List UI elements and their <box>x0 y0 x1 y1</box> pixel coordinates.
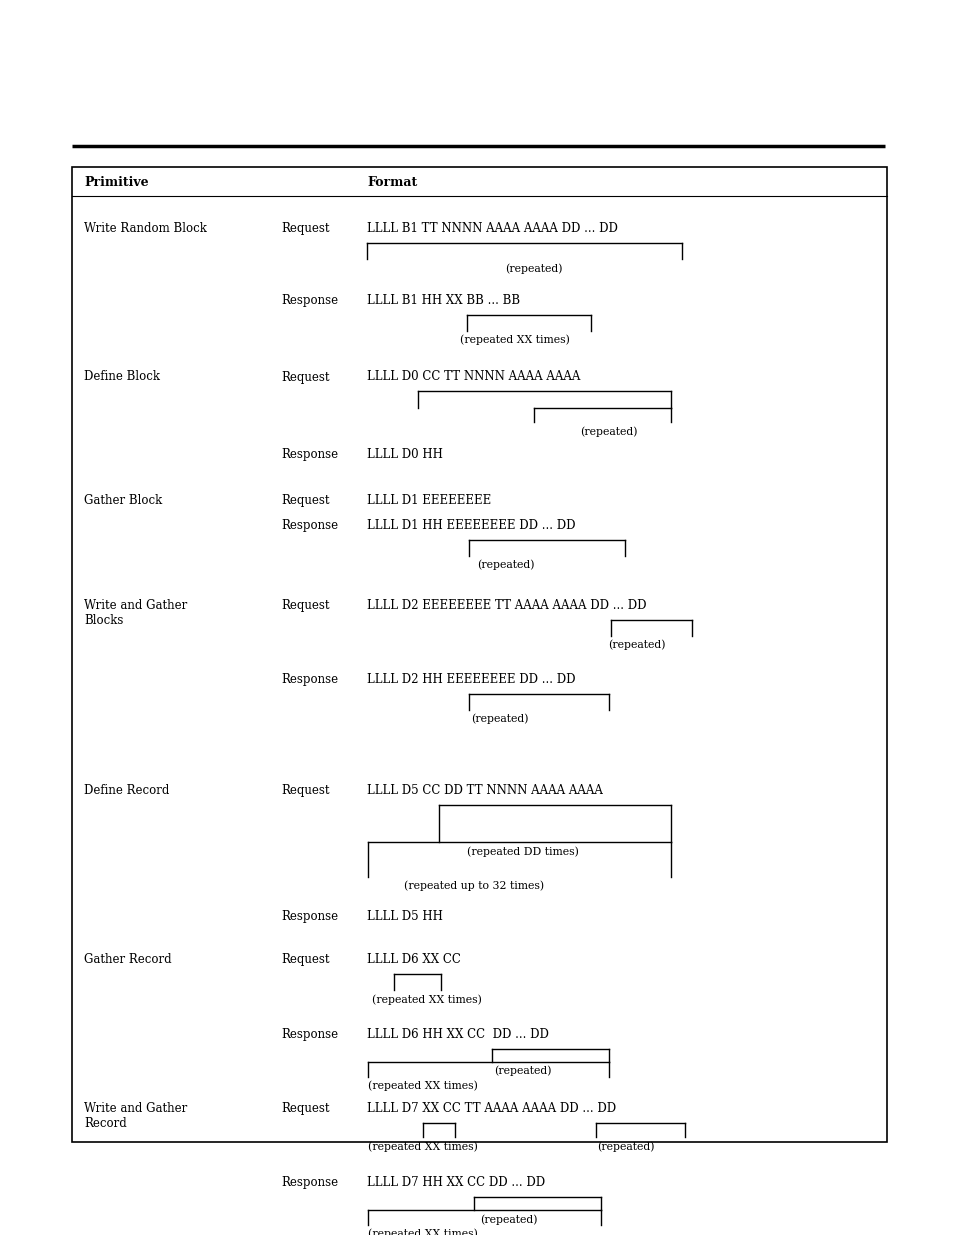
Text: LLLL D5 HH: LLLL D5 HH <box>367 910 443 924</box>
Text: LLLL D0 CC TT NNNN AAAA AAAA: LLLL D0 CC TT NNNN AAAA AAAA <box>367 370 580 384</box>
Text: Response: Response <box>281 1176 338 1189</box>
Text: Response: Response <box>281 1028 338 1041</box>
Text: Write Random Block: Write Random Block <box>84 222 207 236</box>
Text: Request: Request <box>281 784 330 798</box>
Text: Request: Request <box>281 599 330 613</box>
Text: Write and Gather
Blocks: Write and Gather Blocks <box>84 599 187 627</box>
Text: (repeated XX times): (repeated XX times) <box>368 1081 477 1092</box>
Text: (repeated): (repeated) <box>479 1214 537 1225</box>
Text: Gather Block: Gather Block <box>84 494 162 508</box>
Text: Request: Request <box>281 1102 330 1115</box>
Text: Define Block: Define Block <box>84 370 160 384</box>
Text: (repeated XX times): (repeated XX times) <box>368 1141 477 1152</box>
Text: LLLL D6 XX CC: LLLL D6 XX CC <box>367 953 460 967</box>
Text: Gather Record: Gather Record <box>84 953 172 967</box>
Text: Response: Response <box>281 519 338 532</box>
Text: LLLL D6 HH XX CC  DD ... DD: LLLL D6 HH XX CC DD ... DD <box>367 1028 549 1041</box>
Text: LLLL B1 HH XX BB ... BB: LLLL B1 HH XX BB ... BB <box>367 294 520 308</box>
Text: LLLL D5 CC DD TT NNNN AAAA AAAA: LLLL D5 CC DD TT NNNN AAAA AAAA <box>367 784 602 798</box>
Text: Request: Request <box>281 494 330 508</box>
Text: LLLL B1 TT NNNN AAAA AAAA DD ... DD: LLLL B1 TT NNNN AAAA AAAA DD ... DD <box>367 222 618 236</box>
Text: Request: Request <box>281 953 330 967</box>
Text: Request: Request <box>281 222 330 236</box>
Text: (repeated up to 32 times): (repeated up to 32 times) <box>404 881 544 892</box>
Text: Request: Request <box>281 370 330 384</box>
Text: Write and Gather
Record: Write and Gather Record <box>84 1102 187 1130</box>
Text: LLLL D2 EEEEEEEE TT AAAA AAAA DD ... DD: LLLL D2 EEEEEEEE TT AAAA AAAA DD ... DD <box>367 599 646 613</box>
Text: LLLL D0 HH: LLLL D0 HH <box>367 448 443 462</box>
Text: (repeated): (repeated) <box>505 263 562 274</box>
Text: (repeated): (repeated) <box>597 1141 654 1152</box>
Text: Response: Response <box>281 294 338 308</box>
Text: (repeated): (repeated) <box>476 559 534 571</box>
Text: (repeated DD times): (repeated DD times) <box>467 846 578 857</box>
Bar <box>71 167 886 1142</box>
Text: (repeated XX times): (repeated XX times) <box>372 994 481 1005</box>
Text: LLLL D7 HH XX CC DD ... DD: LLLL D7 HH XX CC DD ... DD <box>367 1176 545 1189</box>
Text: (repeated): (repeated) <box>494 1066 551 1077</box>
Text: (repeated): (repeated) <box>471 714 528 725</box>
Text: (repeated XX times): (repeated XX times) <box>459 335 569 346</box>
Text: LLLL D7 XX CC TT AAAA AAAA DD ... DD: LLLL D7 XX CC TT AAAA AAAA DD ... DD <box>367 1102 616 1115</box>
Text: LLLL D1 EEEEEEEE: LLLL D1 EEEEEEEE <box>367 494 491 508</box>
Text: Response: Response <box>281 448 338 462</box>
Text: LLLL D1 HH EEEEEEEE DD ... DD: LLLL D1 HH EEEEEEEE DD ... DD <box>367 519 576 532</box>
Text: Define Record: Define Record <box>84 784 169 798</box>
Text: Primitive: Primitive <box>84 175 149 189</box>
Text: (repeated): (repeated) <box>579 426 637 437</box>
Text: LLLL D2 HH EEEEEEEE DD ... DD: LLLL D2 HH EEEEEEEE DD ... DD <box>367 673 576 687</box>
Text: (repeated XX times): (repeated XX times) <box>368 1229 477 1235</box>
Text: Response: Response <box>281 673 338 687</box>
Text: (repeated): (repeated) <box>607 640 664 651</box>
Text: Format: Format <box>367 175 417 189</box>
Text: Response: Response <box>281 910 338 924</box>
